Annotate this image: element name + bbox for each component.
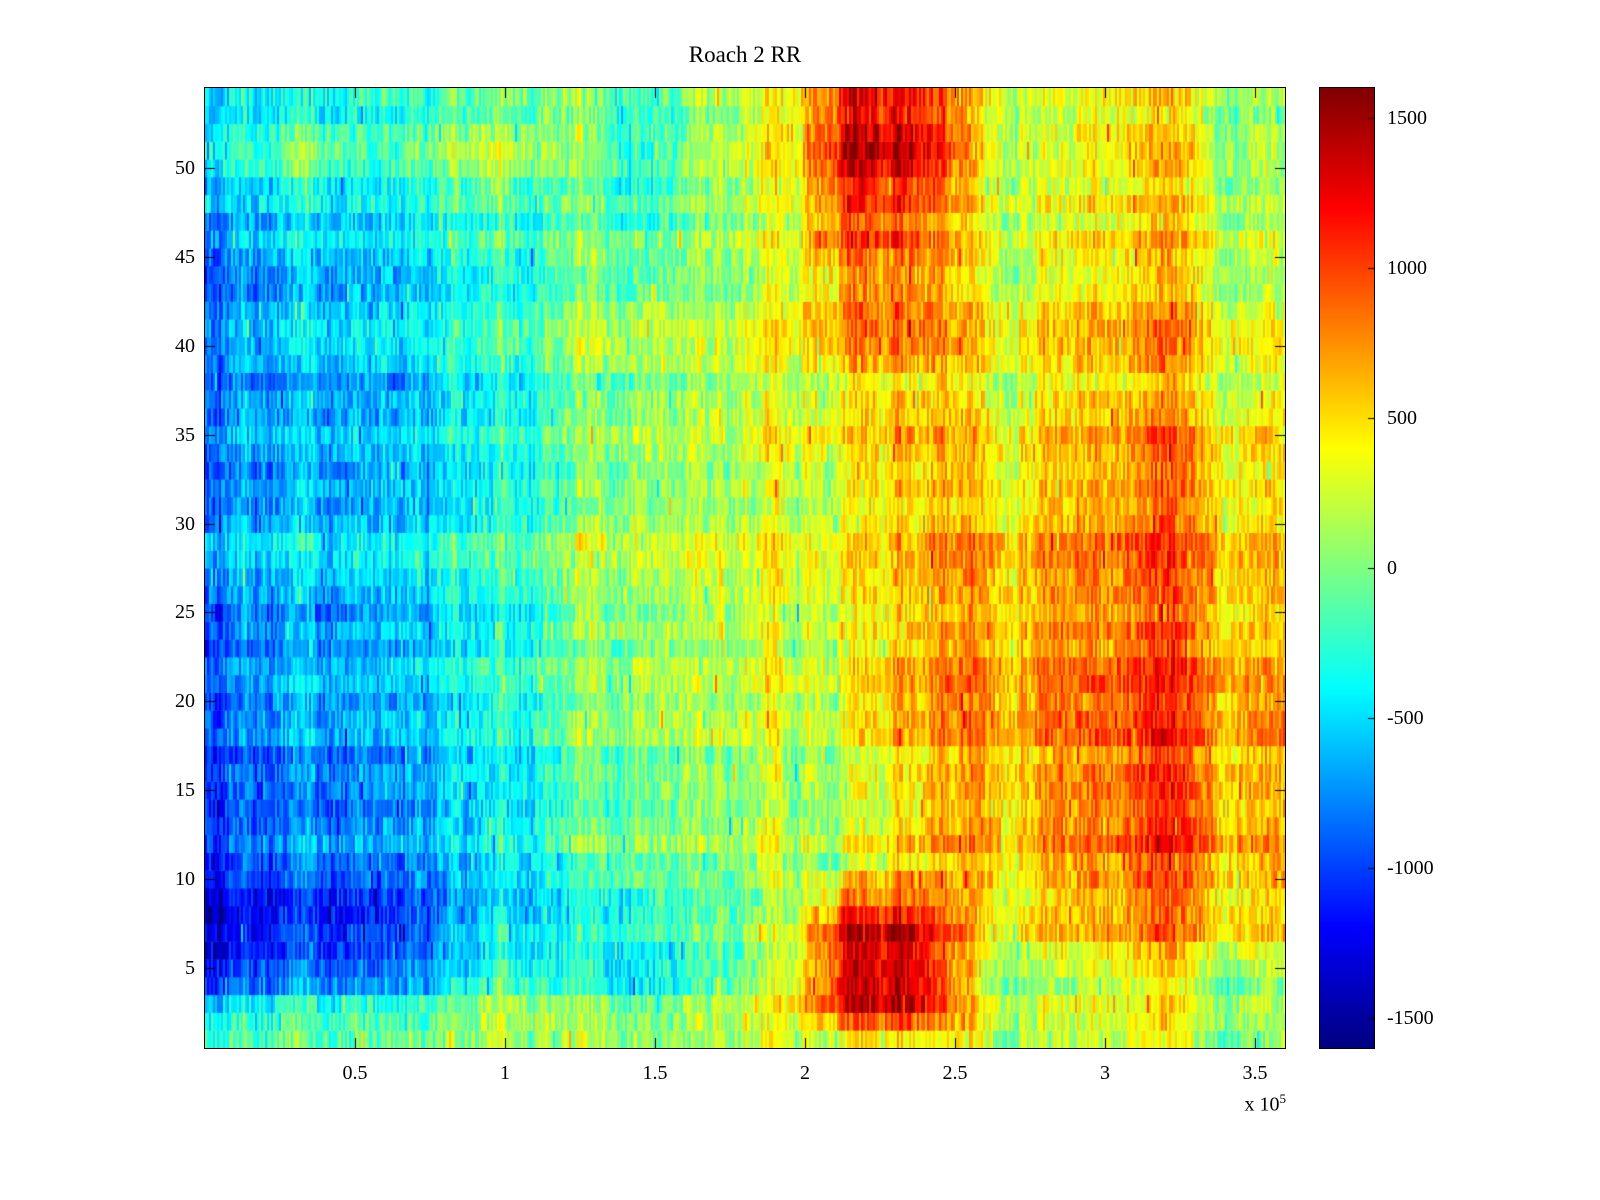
x-tick-label: 2 (800, 1062, 810, 1084)
colorbar-tick-label: 500 (1387, 407, 1417, 429)
colorbar-tick-label: -500 (1387, 707, 1424, 729)
plot-title: Roach 2 RR (688, 42, 802, 67)
x-axis-exponent-power: 5 (1279, 1091, 1287, 1106)
y-tick-label: 5 (185, 957, 195, 979)
x-tick-label: 1 (500, 1062, 510, 1084)
colorbar-tick-label: 1500 (1387, 107, 1427, 129)
x-axis-exponent: x 105 (1180, 1091, 1287, 1117)
y-tick-label: 30 (175, 512, 195, 535)
y-tick-label: 50 (175, 157, 195, 179)
y-tick-label: 20 (175, 690, 195, 713)
colorbar-canvas (1320, 88, 1374, 1048)
heatmap-plot-area (204, 87, 1286, 1049)
colorbar-tick-label: -1500 (1387, 1007, 1434, 1029)
colorbar-tick-label: 0 (1387, 557, 1397, 579)
colorbar-tick-label: -1000 (1387, 857, 1434, 879)
y-tick-label: 40 (175, 334, 195, 357)
x-tick-label: 2.5 (942, 1062, 968, 1084)
y-tick-label: 45 (175, 245, 195, 268)
y-tick-label: 10 (175, 868, 195, 891)
y-tick-label: 15 (175, 779, 195, 802)
colorbar (1319, 87, 1375, 1049)
x-tick-label: 3.5 (1242, 1062, 1268, 1084)
x-axis-exponent-prefix: x 10 (1244, 1093, 1280, 1116)
y-tick-label: 25 (175, 601, 195, 624)
x-tick-label: 1.5 (642, 1062, 668, 1084)
heatmap-canvas (205, 88, 1285, 1048)
y-tick-label: 35 (175, 423, 195, 446)
x-tick-label: 0.5 (342, 1062, 368, 1084)
colorbar-tick-label: 1000 (1387, 257, 1427, 279)
x-tick-label: 3 (1100, 1062, 1110, 1084)
